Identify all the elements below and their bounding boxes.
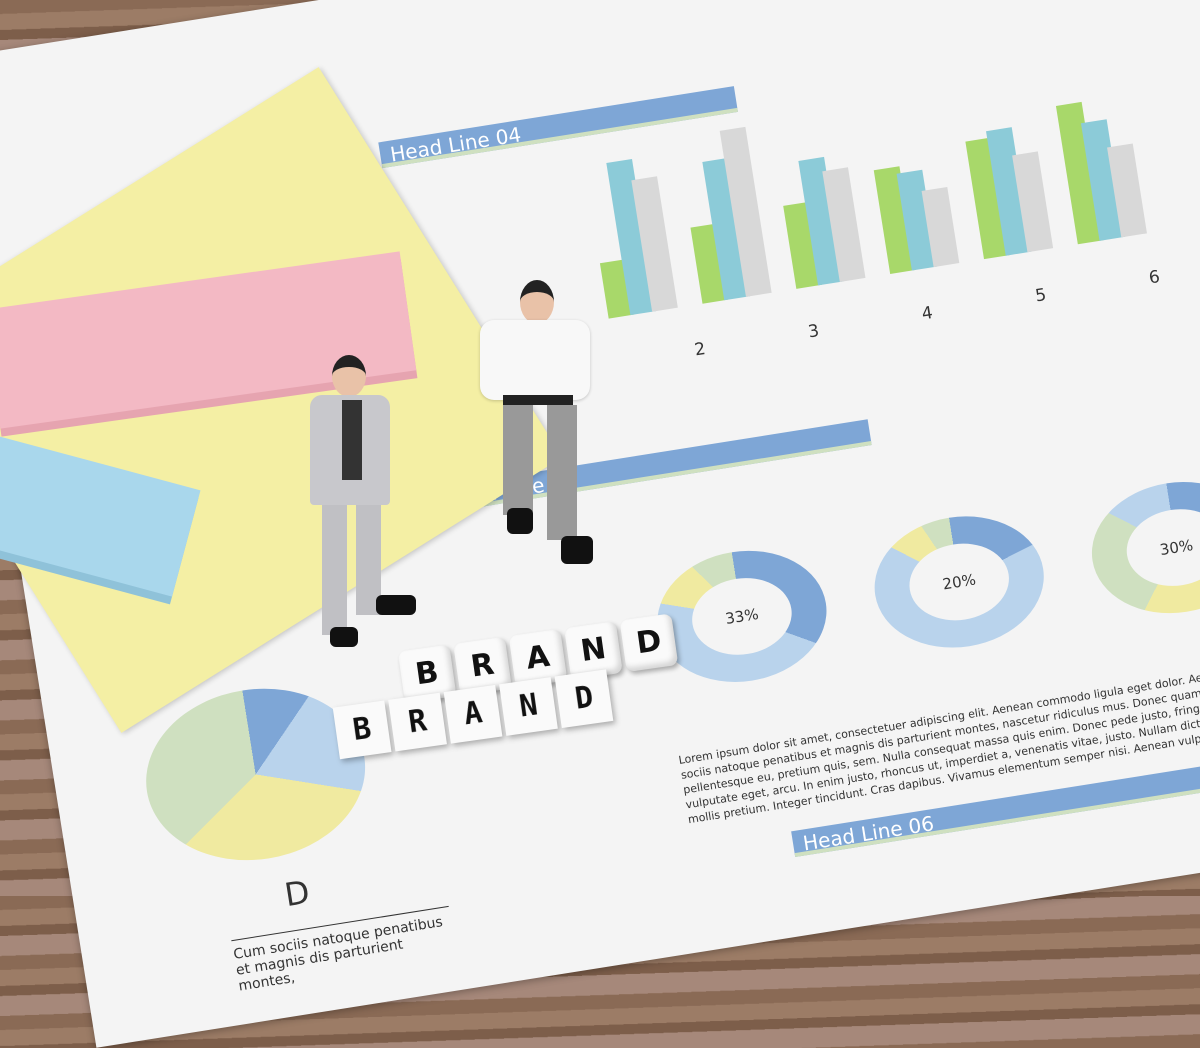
bar-label: 2 bbox=[693, 338, 707, 361]
donut-33: 33% bbox=[647, 538, 837, 694]
letter-block: D bbox=[619, 613, 679, 673]
bar-label: 6 bbox=[1147, 266, 1162, 289]
pie-label: D bbox=[281, 872, 313, 915]
bar-label: 5 bbox=[1033, 284, 1048, 307]
donut-20: 20% bbox=[865, 504, 1054, 660]
businessman-figure-suit bbox=[290, 355, 420, 655]
bar-label: 4 bbox=[920, 302, 935, 325]
donut-30: 30% bbox=[1082, 470, 1200, 626]
donut-label: 30% bbox=[1121, 502, 1200, 593]
donut-label: 20% bbox=[903, 536, 1015, 628]
donut-label: 33% bbox=[686, 571, 798, 662]
businessman-figure-shirt bbox=[465, 280, 615, 570]
pie-chart bbox=[133, 673, 378, 876]
bar-chart bbox=[581, 53, 1162, 319]
bar-label: 3 bbox=[806, 320, 821, 343]
pie-caption: Cum sociis natoque penatibus et magnis d… bbox=[231, 905, 458, 995]
